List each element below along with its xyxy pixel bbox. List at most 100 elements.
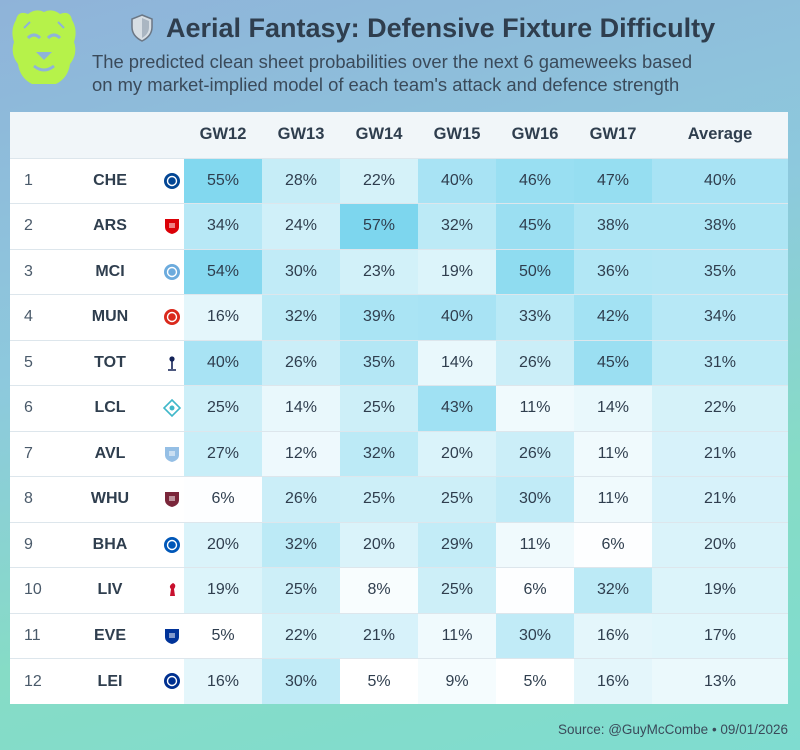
average-cell: 35% xyxy=(652,249,788,295)
value-cell: 30% xyxy=(262,249,340,295)
average-cell: 13% xyxy=(652,658,788,704)
crest-header xyxy=(160,112,184,158)
value-cell: 32% xyxy=(262,294,340,340)
value-cell: 11% xyxy=(574,431,652,477)
team-cell: LCL xyxy=(94,399,126,417)
aston-villa-crest-icon xyxy=(165,446,179,462)
rank-cell: 9 xyxy=(24,535,33,553)
column-header-gw13: GW13 xyxy=(277,125,325,144)
tottenham-crest-icon xyxy=(168,356,176,371)
header-row: GW12 GW13 GW14 GW15 GW16 GW17 Average xyxy=(10,112,788,158)
crest-cell xyxy=(160,204,184,250)
crest-cell xyxy=(160,477,184,523)
table-row: 3 MCI 54% 30% 23% 19% 50% 36% 35% xyxy=(10,249,788,295)
team-cell: CHE xyxy=(93,171,127,189)
team-cell: MUN xyxy=(91,308,129,326)
column-header-gw14: GW14 xyxy=(355,125,403,144)
rank-cell: 2 xyxy=(24,217,33,235)
team-header xyxy=(60,112,160,158)
team-cell: BHA xyxy=(92,535,128,553)
fixture-table: GW12 GW13 GW14 GW15 GW16 GW17 Average 1 CHE 55% 2… xyxy=(10,112,788,704)
column-header-gw16: GW16 xyxy=(511,125,559,144)
table-row: 7 AVL 27% 12% 32% 20% 26% 11% 21% xyxy=(10,431,788,477)
value-cell: 14% xyxy=(262,385,340,431)
value-cell: 40% xyxy=(418,294,496,340)
value-cell: 28% xyxy=(262,158,340,204)
value-cell: 5% xyxy=(184,613,262,659)
crest-cell xyxy=(160,295,184,341)
value-cell: 26% xyxy=(496,431,574,477)
value-cell: 8% xyxy=(340,567,418,613)
shield-icon xyxy=(131,14,153,42)
crest-cell xyxy=(160,249,184,295)
table-row: 8 WHU 6% 26% 25% 25% 30% 11% 21% xyxy=(10,476,788,523)
value-cell: 6% xyxy=(184,476,262,522)
average-cell: 19% xyxy=(652,567,788,613)
arsenal-crest-icon xyxy=(165,219,179,235)
table-row: 2 ARS 34% 24% 57% 32% 45% 38% 38% xyxy=(10,203,788,250)
value-cell: 30% xyxy=(496,613,574,659)
everton-crest-icon xyxy=(165,628,179,644)
team-cell: MCI xyxy=(95,262,125,280)
crest-cell xyxy=(160,158,184,204)
man-city-crest-icon xyxy=(164,263,180,280)
team-cell: TOT xyxy=(94,353,126,371)
value-cell: 46% xyxy=(496,158,574,204)
rank-cell: 3 xyxy=(24,262,33,280)
table-row: 11 EVE 5% 22% 21% 11% 30% 16% 17% xyxy=(10,613,788,659)
rank-cell: 8 xyxy=(24,490,33,508)
value-cell: 36% xyxy=(574,249,652,295)
leicester-crest-icon xyxy=(164,673,180,690)
team-cell: AVL xyxy=(94,444,126,462)
crest-cell xyxy=(160,613,184,659)
value-cell: 25% xyxy=(262,567,340,613)
average-cell: 17% xyxy=(652,613,788,659)
value-cell: 11% xyxy=(496,522,574,568)
crest-cell xyxy=(160,522,184,568)
value-cell: 22% xyxy=(340,158,418,204)
value-cell: 12% xyxy=(262,431,340,477)
crest-cell xyxy=(160,386,184,432)
rank-cell: 12 xyxy=(24,672,42,690)
value-cell: 27% xyxy=(184,431,262,477)
value-cell: 30% xyxy=(496,476,574,522)
value-cell: 45% xyxy=(574,340,652,386)
team-cell: EVE xyxy=(93,626,126,644)
value-cell: 26% xyxy=(262,476,340,522)
average-cell: 20% xyxy=(652,522,788,568)
table-row: 4 MUN 16% 32% 39% 40% 33% 42% 34% xyxy=(10,294,788,341)
rank-cell: 11 xyxy=(24,626,41,644)
value-cell: 24% xyxy=(262,203,340,249)
value-cell: 42% xyxy=(574,294,652,340)
value-cell: 16% xyxy=(184,294,262,340)
table-row: 6 LCL 25% 14% 25% 43% 11% 14% 22% xyxy=(10,385,788,432)
value-cell: 30% xyxy=(262,658,340,704)
average-cell: 38% xyxy=(652,203,788,249)
table-row: 12 LEI 16% 30% 5% 9% 5% 16% 13% xyxy=(10,658,788,704)
man-utd-crest-icon xyxy=(164,309,180,326)
rank-cell: 7 xyxy=(24,444,33,462)
value-cell: 47% xyxy=(574,158,652,204)
page-subtitle: The predicted clean sheet probabilities … xyxy=(92,51,693,95)
west-ham-crest-icon xyxy=(165,492,179,508)
value-cell: 19% xyxy=(418,249,496,295)
value-cell: 25% xyxy=(184,385,262,431)
value-cell: 11% xyxy=(496,385,574,431)
average-cell: 22% xyxy=(652,385,788,431)
value-cell: 25% xyxy=(418,476,496,522)
team-cell: ARS xyxy=(93,217,127,235)
value-cell: 43% xyxy=(418,385,496,431)
value-cell: 45% xyxy=(496,203,574,249)
value-cell: 6% xyxy=(574,522,652,568)
value-cell: 35% xyxy=(340,340,418,386)
value-cell: 26% xyxy=(496,340,574,386)
value-cell: 5% xyxy=(340,658,418,704)
value-cell: 25% xyxy=(340,385,418,431)
source-credit: Source: @GuyMcCombe • 09/01/2026 xyxy=(557,722,788,737)
value-cell: 14% xyxy=(574,385,652,431)
value-cell: 32% xyxy=(340,431,418,477)
lion-logo-icon xyxy=(12,10,76,84)
table-row: 5 TOT 40% 26% 35% 14% 26% 45% 31% xyxy=(10,340,788,386)
value-cell: 32% xyxy=(262,522,340,568)
value-cell: 22% xyxy=(262,613,340,659)
